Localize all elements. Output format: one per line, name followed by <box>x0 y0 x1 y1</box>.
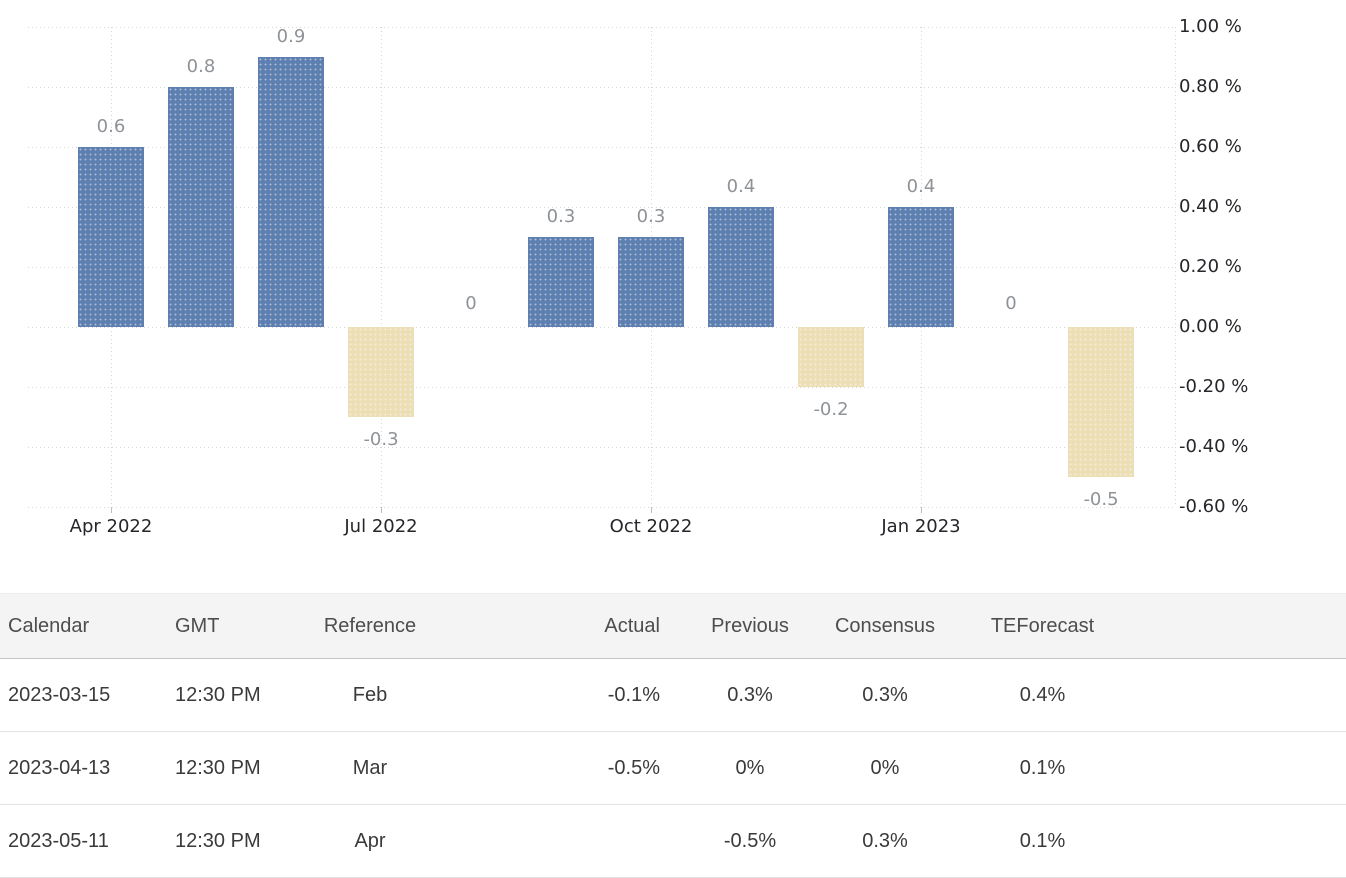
bar-value-label: 0.6 <box>96 116 126 137</box>
column-header-spacer <box>1125 593 1346 659</box>
bar-value-label: -0.5 <box>1083 489 1119 510</box>
table-cell: -0.5% <box>690 804 810 878</box>
table-cell: Apr <box>310 804 430 878</box>
gridline-h <box>28 447 1175 448</box>
table-cell: 12:30 PM <box>165 731 310 805</box>
calendar-table: Calendar GMT Reference Actual Previous Consen… <box>0 593 1346 878</box>
y-axis-tick-label: 0.80 % <box>1179 76 1242 97</box>
gridline-h <box>28 147 1175 148</box>
y-axis-tick-label: -0.60 % <box>1179 496 1249 517</box>
y-axis-tick-label: -0.20 % <box>1179 376 1249 397</box>
table-cell: -0.5% <box>430 731 690 805</box>
table-cell: Mar <box>310 731 430 805</box>
bar-value-label: 0 <box>465 293 477 314</box>
table-header-row: Calendar GMT Reference Actual Previous Consen… <box>0 593 1346 659</box>
y-axis-tick-label: 0.20 % <box>1179 256 1242 277</box>
table-cell: 0.4% <box>960 658 1125 732</box>
bar-value-label: 0.4 <box>906 176 936 197</box>
table-cell: 12:30 PM <box>165 804 310 878</box>
table-cell: -0.1% <box>430 658 690 732</box>
bar-value-label: -0.2 <box>813 399 849 420</box>
bar[interactable] <box>348 327 414 417</box>
table-cell-spacer <box>1125 731 1346 805</box>
column-header-reference: Reference <box>310 593 430 659</box>
bar-value-label: 0.3 <box>636 206 666 227</box>
gridline-h <box>28 267 1175 268</box>
y-axis-tick-label: 0.40 % <box>1179 196 1242 217</box>
table-cell: 2023-04-13 <box>0 731 165 805</box>
x-axis-tick-label: Jan 2023 <box>881 516 961 537</box>
table-cell: 2023-05-11 <box>0 804 165 878</box>
column-header-previous: Previous <box>690 593 810 659</box>
column-header-gmt: GMT <box>165 593 310 659</box>
table-cell <box>430 804 690 878</box>
bar[interactable] <box>168 87 234 327</box>
table-row: 2023-04-13 12:30 PM Mar -0.5% 0% 0% 0.1% <box>0 731 1346 805</box>
gridline-h <box>28 507 1175 508</box>
gridline-h <box>28 207 1175 208</box>
table-cell: 0.3% <box>810 658 960 732</box>
bar[interactable] <box>888 207 954 327</box>
y-axis-tick-label: 0.00 % <box>1179 316 1242 337</box>
column-header-teforecast: TEForecast <box>960 593 1125 659</box>
bar-value-label: 0.4 <box>726 176 756 197</box>
x-axis-tick-mark <box>111 507 112 513</box>
x-axis-tick-label: Apr 2022 <box>69 516 153 537</box>
table-cell-spacer <box>1125 658 1346 732</box>
x-axis-tick-label: Oct 2022 <box>609 516 693 537</box>
table-cell: Feb <box>310 658 430 732</box>
bar[interactable] <box>798 327 864 387</box>
column-header-calendar: Calendar <box>0 593 165 659</box>
calendar-table-section: Calendar GMT Reference Actual Previous Consen… <box>0 593 1346 878</box>
gridline-v <box>381 27 382 507</box>
bar[interactable] <box>258 57 324 327</box>
bar-value-label: 0.8 <box>186 56 216 77</box>
bar[interactable] <box>1068 327 1134 477</box>
x-axis-tick-label: Jul 2022 <box>344 516 418 537</box>
table-row: 2023-03-15 12:30 PM Feb -0.1% 0.3% 0.3% 0.4% <box>0 658 1346 732</box>
bar-value-label: 0.9 <box>276 26 306 47</box>
bar[interactable] <box>708 207 774 327</box>
column-header-actual: Actual <box>430 593 690 659</box>
gridline-h <box>28 27 1175 28</box>
bar[interactable] <box>78 147 144 327</box>
table-cell: 0.1% <box>960 804 1125 878</box>
y-axis-tick-label: 1.00 % <box>1179 16 1242 37</box>
table-cell: 2023-03-15 <box>0 658 165 732</box>
bar-value-label: -0.3 <box>363 429 399 450</box>
table-cell: 0.1% <box>960 731 1125 805</box>
bar-value-label: 0.3 <box>546 206 576 227</box>
gridline-h <box>28 327 1175 328</box>
indicator-bar-chart: 1.00 % 0.80 % 0.60 % 0.40 % 0.20 % 0.00 % -0.2… <box>28 16 1249 537</box>
y-axis-tick-label: -0.40 % <box>1179 436 1249 457</box>
gridline-h <box>28 87 1175 88</box>
table-cell: 0% <box>690 731 810 805</box>
table-cell: 0.3% <box>690 658 810 732</box>
table-cell: 0% <box>810 731 960 805</box>
bar[interactable] <box>528 237 594 327</box>
table-cell: 0.3% <box>810 804 960 878</box>
gridline-v <box>1175 27 1176 507</box>
x-axis-tick-mark <box>651 507 652 513</box>
table-row: 2023-05-11 12:30 PM Apr -0.5% 0.3% 0.1% <box>0 804 1346 878</box>
gridline-h <box>28 387 1175 388</box>
x-axis-tick-mark <box>921 507 922 513</box>
table-cell: 12:30 PM <box>165 658 310 732</box>
bar-value-label: 0 <box>1005 293 1017 314</box>
y-axis-tick-label: 0.60 % <box>1179 136 1242 157</box>
table-cell-spacer <box>1125 804 1346 878</box>
column-header-consensus: Consensus <box>810 593 960 659</box>
x-axis-tick-mark <box>381 507 382 513</box>
bar[interactable] <box>618 237 684 327</box>
